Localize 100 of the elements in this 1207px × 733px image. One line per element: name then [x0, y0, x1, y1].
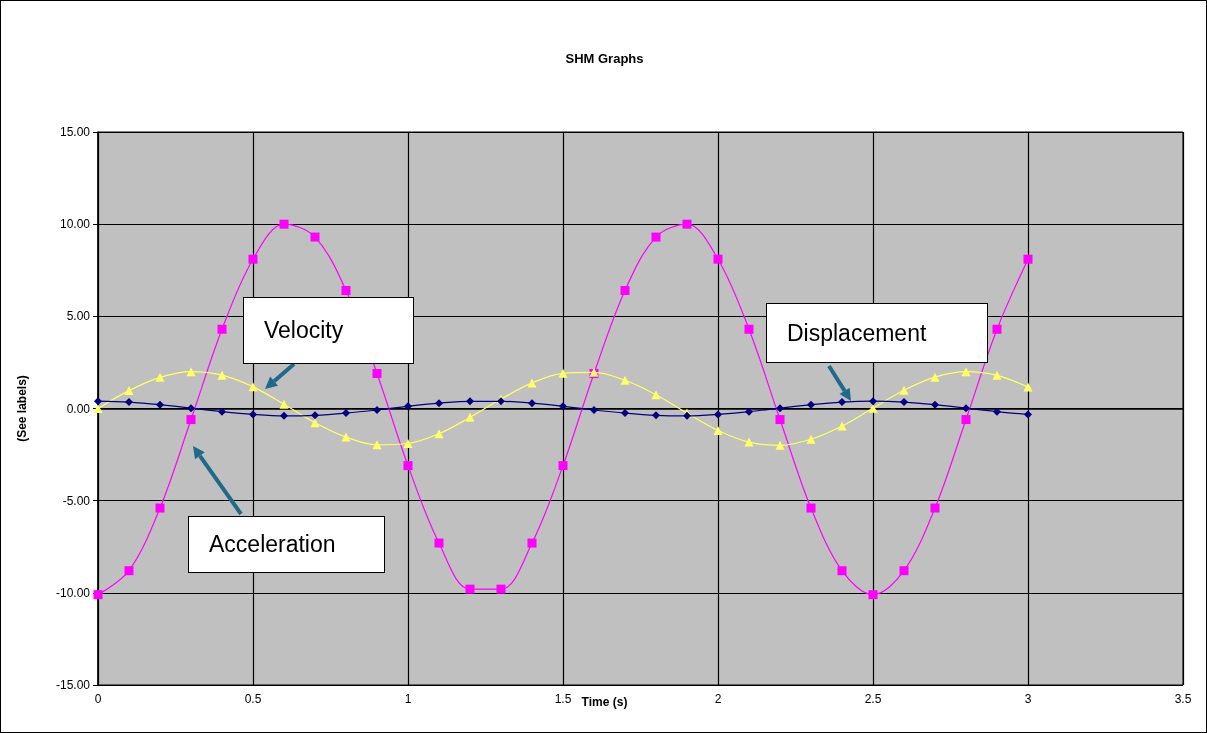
- point: [837, 421, 847, 431]
- point: [620, 286, 630, 296]
- point: [93, 590, 103, 600]
- point: [869, 397, 877, 406]
- x-tick-label: 1: [404, 692, 412, 706]
- point: [744, 324, 754, 334]
- point: [156, 400, 164, 409]
- y-axis-title: (See labels): [15, 375, 29, 442]
- point: [466, 397, 474, 406]
- point: [713, 425, 723, 435]
- point: [342, 409, 350, 418]
- y-tick-label: 10.00: [59, 217, 91, 232]
- y-tick-label: 5.00: [66, 309, 91, 324]
- point: [992, 370, 1002, 380]
- point: [403, 461, 413, 471]
- point: [279, 399, 289, 409]
- point: [744, 437, 754, 447]
- y-tick-label: 0.00: [66, 401, 91, 416]
- point: [1024, 410, 1032, 419]
- point: [248, 382, 258, 392]
- point: [651, 232, 661, 242]
- point: [930, 503, 940, 513]
- point: [590, 405, 598, 414]
- point: [961, 367, 971, 377]
- y-tick-label: -5.00: [62, 493, 91, 508]
- point: [1023, 382, 1033, 392]
- chart-title: SHM Graphs: [565, 51, 644, 66]
- point: [651, 390, 661, 400]
- point: [868, 403, 878, 413]
- point: [465, 584, 475, 594]
- y-tick-label: -15.00: [55, 678, 91, 692]
- x-tick-label: 0.5: [244, 692, 262, 706]
- point: [652, 411, 660, 420]
- callout-box: Velocity: [243, 296, 414, 364]
- point: [187, 404, 195, 413]
- point: [124, 566, 134, 576]
- point: [186, 415, 196, 425]
- point: [837, 566, 847, 576]
- point: [372, 440, 382, 450]
- point: [1023, 254, 1033, 264]
- x-axis-title: Time (s): [581, 695, 628, 709]
- point: [434, 429, 444, 439]
- point: [496, 584, 506, 594]
- point: [310, 232, 320, 242]
- x-tick-label: 3: [1024, 692, 1032, 706]
- x-tick-label: 0: [94, 692, 102, 706]
- point: [621, 409, 629, 418]
- point: [620, 375, 630, 385]
- point: [372, 368, 382, 378]
- point: [279, 219, 289, 229]
- point: [900, 398, 908, 407]
- point: [899, 566, 909, 576]
- callout-box: Acceleration: [188, 515, 385, 573]
- point: [961, 415, 971, 425]
- point: [806, 503, 816, 513]
- point: [403, 439, 413, 449]
- point: [248, 254, 258, 264]
- point: [776, 404, 784, 413]
- point: [434, 538, 444, 548]
- point: [559, 402, 567, 411]
- point: [713, 254, 723, 264]
- point: [124, 386, 134, 396]
- point: [373, 405, 381, 414]
- point: [249, 410, 257, 419]
- point: [527, 378, 537, 388]
- point: [775, 440, 785, 450]
- point: [806, 434, 816, 444]
- point: [435, 399, 443, 408]
- point: [745, 407, 753, 416]
- point: [218, 407, 226, 416]
- point: [714, 410, 722, 419]
- point: [838, 398, 846, 407]
- point: [899, 385, 909, 395]
- point: [558, 461, 568, 471]
- point: [931, 400, 939, 409]
- point: [868, 590, 878, 600]
- point: [217, 324, 227, 334]
- point: [775, 415, 785, 425]
- point: [341, 286, 351, 296]
- point: [311, 411, 319, 420]
- point: [125, 398, 133, 407]
- x-tick-label: 2.5: [864, 692, 882, 706]
- x-tick-label: 1.5: [554, 692, 572, 706]
- x-tick-label: 2: [714, 692, 722, 706]
- point: [992, 324, 1002, 334]
- point: [217, 370, 227, 380]
- point: [993, 407, 1001, 416]
- point: [186, 367, 196, 377]
- point: [962, 404, 970, 413]
- point: [155, 503, 165, 513]
- point: [404, 402, 412, 411]
- point: [528, 399, 536, 408]
- point: [465, 412, 475, 422]
- point: [930, 372, 940, 382]
- point: [341, 432, 351, 442]
- callout-box: Displacement: [766, 303, 988, 364]
- y-tick-label: -10.00: [55, 585, 91, 600]
- point: [155, 372, 165, 382]
- point: [558, 368, 568, 378]
- point: [280, 411, 288, 420]
